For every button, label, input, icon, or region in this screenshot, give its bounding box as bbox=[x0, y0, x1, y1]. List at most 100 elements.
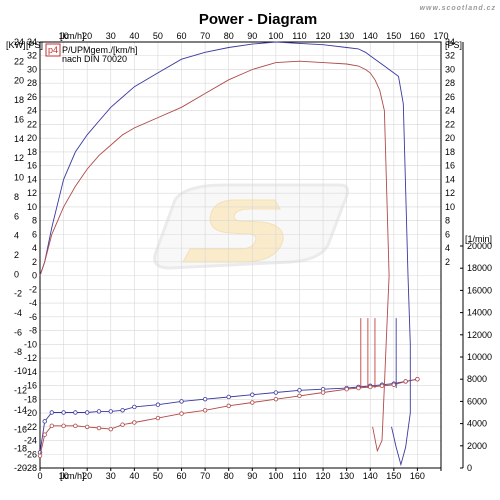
y-ps-tick--14: -14 bbox=[24, 367, 37, 377]
y-ps-tick--12: -12 bbox=[24, 353, 37, 363]
y-ps-tick--28: -28 bbox=[24, 463, 37, 473]
series-2-point-3 bbox=[61, 410, 66, 415]
series-3-point-19 bbox=[356, 385, 361, 391]
y-right-ps-tick-4: 4 bbox=[445, 243, 450, 253]
legend-badge: p4 bbox=[48, 45, 58, 55]
y-ps-tick-14: 14 bbox=[27, 174, 37, 184]
series-3-point-1 bbox=[42, 432, 47, 437]
chart-series bbox=[37, 41, 420, 467]
series-3-point-13 bbox=[226, 403, 231, 409]
series-3-point-9 bbox=[132, 420, 137, 425]
y-ps-tick--8: -8 bbox=[29, 326, 37, 336]
series-3-point-16 bbox=[297, 393, 302, 399]
x-tick-bottom-80: 80 bbox=[224, 471, 234, 481]
y-ps-tick--6: -6 bbox=[29, 312, 37, 322]
x-tick-top-90: 90 bbox=[247, 31, 257, 41]
x-tick-bottom-130: 130 bbox=[339, 471, 354, 481]
y-ps-unit: [PS] bbox=[26, 40, 43, 50]
y-ps-tick--10: -10 bbox=[24, 339, 37, 349]
y-kw-tick-12: 12 bbox=[14, 153, 24, 163]
y-kw-tick-6: 6 bbox=[14, 211, 19, 221]
y-ps-tick--26: -26 bbox=[24, 449, 37, 459]
legend-badge-box bbox=[45, 43, 61, 57]
y-ps-tick-4: 4 bbox=[32, 243, 37, 253]
y-ps-tick-0: 0 bbox=[32, 271, 37, 281]
series-3-point-17 bbox=[320, 390, 326, 395]
series-3-point-23 bbox=[403, 379, 408, 384]
y-ps-tick--18: -18 bbox=[24, 394, 37, 404]
y-right-ps-tick-34: 34 bbox=[445, 37, 455, 47]
series-3-point-22 bbox=[391, 382, 397, 387]
x-tick-top-100: 100 bbox=[268, 31, 283, 41]
series-3-point-10 bbox=[155, 415, 161, 421]
y-rpm-tick-8000: 8000 bbox=[467, 374, 487, 384]
y-kw-tick--18: -18 bbox=[14, 444, 27, 454]
series-2-point-9 bbox=[132, 404, 137, 410]
series-2-point-6 bbox=[96, 409, 102, 414]
series-3-point-21 bbox=[379, 383, 385, 389]
series-2-point-15 bbox=[273, 390, 279, 395]
y-right-ps-tick-8: 8 bbox=[445, 216, 450, 226]
y-ps-tick--20: -20 bbox=[24, 408, 37, 418]
x-tick-bottom-160: 160 bbox=[410, 471, 425, 481]
y-ps-tick-20: 20 bbox=[27, 133, 37, 143]
y-rpm-tick-16000: 16000 bbox=[467, 285, 492, 295]
series-2-point-1 bbox=[42, 419, 47, 424]
x-tick-top-150: 150 bbox=[386, 31, 401, 41]
x-tick-top-140: 140 bbox=[363, 31, 378, 41]
x-tick-bottom-150: 150 bbox=[386, 471, 401, 481]
x-tick-top-70: 70 bbox=[200, 31, 210, 41]
series-2-point-4 bbox=[73, 410, 78, 415]
y-right-ps-tick-18: 18 bbox=[445, 147, 455, 157]
x-tick-bottom-30: 30 bbox=[106, 471, 116, 481]
series-3-point-7 bbox=[108, 426, 113, 432]
y-rpm-tick-18000: 18000 bbox=[467, 263, 492, 273]
series-3-point-14 bbox=[250, 400, 255, 405]
series-2-point-10 bbox=[155, 402, 161, 407]
y-kw-tick--4: -4 bbox=[14, 308, 22, 318]
y-kw-unit: [KW] bbox=[6, 40, 26, 50]
scootland-logo-watermark bbox=[153, 183, 350, 270]
chart-legend: p4 P/UPMgem./[km/h] nach DIN 70020 bbox=[45, 43, 138, 64]
series-2-point-12 bbox=[202, 396, 208, 402]
y-ps-tick-30: 30 bbox=[27, 64, 37, 74]
y-kw-tick--14: -14 bbox=[14, 405, 27, 415]
y-right-ps-tick-22: 22 bbox=[445, 119, 455, 129]
decel-tail-1 bbox=[372, 275, 390, 453]
x-tick-bottom-60: 60 bbox=[177, 471, 187, 481]
series-3-point-11 bbox=[179, 411, 184, 416]
y-right-ps-tick-16: 16 bbox=[445, 161, 455, 171]
series-3-point-0 bbox=[37, 453, 43, 458]
y-kw-tick-24: 24 bbox=[14, 37, 24, 47]
decel-tail-0 bbox=[391, 275, 411, 467]
x-tick-top-50: 50 bbox=[153, 31, 163, 41]
x-axis-unit-top: [km/h] bbox=[60, 31, 85, 41]
y-ps-tick-10: 10 bbox=[27, 202, 37, 212]
series-3-point-3 bbox=[61, 423, 66, 429]
series-2-point-16 bbox=[297, 388, 302, 393]
y-ps-tick--24: -24 bbox=[24, 436, 37, 446]
series-3-point-2 bbox=[49, 423, 54, 429]
x-tick-top-60: 60 bbox=[177, 31, 187, 41]
x-tick-top-40: 40 bbox=[129, 31, 139, 41]
y-kw-tick-20: 20 bbox=[14, 76, 24, 86]
y-ps-tick-18: 18 bbox=[27, 147, 37, 157]
x-tick-bottom-50: 50 bbox=[153, 471, 163, 481]
chart-grid bbox=[39, 41, 442, 469]
y-kw-tick--20: -20 bbox=[14, 463, 27, 473]
series-3-point-5 bbox=[84, 424, 90, 430]
y-rpm-tick-0: 0 bbox=[467, 463, 472, 473]
y-rpm-tick-4000: 4000 bbox=[467, 419, 487, 429]
y-right-ps-tick-10: 10 bbox=[445, 202, 455, 212]
watermark: www.scootland.cz bbox=[420, 5, 496, 12]
x-tick-bottom-40: 40 bbox=[129, 471, 139, 481]
x-tick-top-170: 170 bbox=[433, 31, 448, 41]
y-kw-tick-18: 18 bbox=[14, 95, 24, 105]
chart-title: Power - Diagram bbox=[199, 11, 317, 28]
y-kw-tick--10: -10 bbox=[14, 366, 27, 376]
y-right-ps-tick-30: 30 bbox=[445, 64, 455, 74]
series-2-point-11 bbox=[179, 399, 184, 404]
y-ps-tick-2: 2 bbox=[32, 257, 37, 267]
y-kw-tick-16: 16 bbox=[14, 114, 24, 124]
